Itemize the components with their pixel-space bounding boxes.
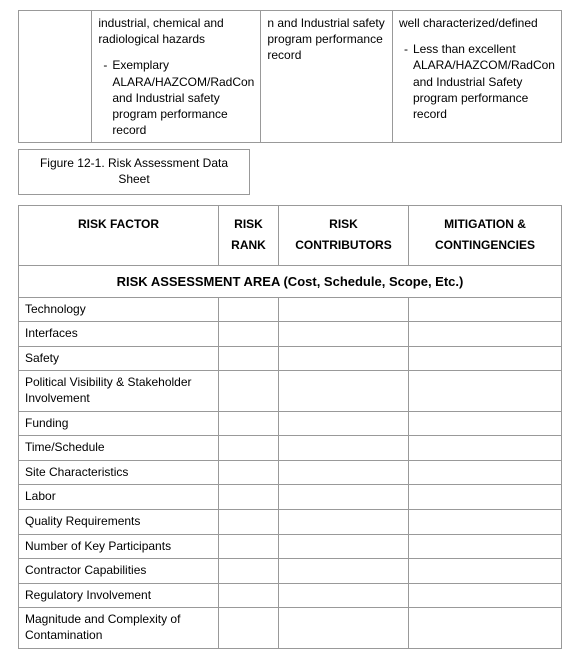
risk-factor-cell: Political Visibility & Stakeholder Invol… — [19, 371, 219, 411]
risk-contributors-cell — [279, 297, 409, 322]
table-row: Site Characteristics — [19, 460, 562, 485]
hazard-col-3: well characterized/defined - Less than e… — [392, 11, 561, 143]
table-row: Safety — [19, 346, 562, 371]
risk-mitigation-cell — [409, 460, 562, 485]
risk-rank-cell — [219, 510, 279, 535]
table-row: Contractor Capabilities — [19, 559, 562, 584]
risk-contributors-cell — [279, 559, 409, 584]
risk-rank-cell — [219, 436, 279, 461]
hazard-col-1-bullet-text: Exemplary ALARA/HAZCOM/RadCon and Indust… — [112, 57, 254, 138]
risk-mitigation-cell — [409, 534, 562, 559]
risk-rank-cell — [219, 460, 279, 485]
table-row: Magnitude and Complexity of Contaminatio… — [19, 608, 562, 648]
table-row: Time/Schedule — [19, 436, 562, 461]
risk-factor-cell: Regulatory Involvement — [19, 583, 219, 608]
col-header-mitigation: MITIGATION & CONTINGENCIES — [409, 205, 562, 265]
risk-factor-cell: Interfaces — [19, 322, 219, 347]
risk-rank-cell — [219, 608, 279, 648]
table-row: Technology — [19, 297, 562, 322]
risk-rank-cell — [219, 559, 279, 584]
risk-contributors-cell — [279, 371, 409, 411]
table-row: Labor — [19, 485, 562, 510]
hazard-col-1: industrial, chemical and radiological ha… — [92, 11, 261, 143]
risk-table-header-row: RISK FACTOR RISK RANK RISK CONTRIBUTORS … — [19, 205, 562, 265]
risk-rank-cell — [219, 346, 279, 371]
risk-mitigation-cell — [409, 411, 562, 436]
risk-contributors-cell — [279, 346, 409, 371]
table-row: Number of Key Participants — [19, 534, 562, 559]
risk-contributors-cell — [279, 510, 409, 535]
risk-factor-cell: Number of Key Participants — [19, 534, 219, 559]
risk-contributors-cell — [279, 460, 409, 485]
table-row: Political Visibility & Stakeholder Invol… — [19, 371, 562, 411]
risk-factor-cell: Site Characteristics — [19, 460, 219, 485]
risk-area-header: RISK ASSESSMENT AREA (Cost, Schedule, Sc… — [19, 265, 562, 297]
risk-mitigation-cell — [409, 510, 562, 535]
risk-assessment-table: RISK ASSESSMENT AREA (Cost, Schedule, Sc… — [18, 205, 562, 649]
risk-contributors-cell — [279, 411, 409, 436]
col-header-risk-rank: RISK RANK — [219, 205, 279, 265]
risk-contributors-cell — [279, 322, 409, 347]
risk-rank-cell — [219, 322, 279, 347]
table-row: Regulatory Involvement — [19, 583, 562, 608]
risk-mitigation-cell — [409, 559, 562, 584]
figure-caption: Figure 12-1. Risk Assessment Data Sheet — [18, 149, 250, 194]
risk-contributors-cell — [279, 608, 409, 648]
risk-rank-cell — [219, 371, 279, 411]
risk-mitigation-cell — [409, 371, 562, 411]
hazard-col-3-line1: well characterized/defined — [399, 15, 555, 31]
hazard-col-3-bullet-text: Less than excellent ALARA/HAZCOM/RadCon … — [413, 41, 555, 122]
hazard-col-1-bullet: - Exemplary ALARA/HAZCOM/RadCon and Indu… — [98, 57, 254, 138]
hazard-col-1-line1: industrial, chemical and radiological ha… — [98, 15, 254, 47]
risk-mitigation-cell — [409, 297, 562, 322]
risk-mitigation-cell — [409, 608, 562, 648]
risk-factor-cell: Quality Requirements — [19, 510, 219, 535]
risk-contributors-cell — [279, 485, 409, 510]
risk-mitigation-cell — [409, 583, 562, 608]
risk-factor-cell: Contractor Capabilities — [19, 559, 219, 584]
dash-icon: - — [98, 57, 112, 138]
risk-rank-cell — [219, 297, 279, 322]
risk-rank-cell — [219, 485, 279, 510]
risk-rank-cell — [219, 534, 279, 559]
risk-factor-cell: Labor — [19, 485, 219, 510]
empty-cell — [19, 11, 92, 143]
risk-rank-cell — [219, 411, 279, 436]
risk-contributors-cell — [279, 534, 409, 559]
risk-factor-cell: Technology — [19, 297, 219, 322]
col-header-risk-factor: RISK FACTOR — [19, 205, 219, 265]
risk-mitigation-cell — [409, 485, 562, 510]
risk-contributors-cell — [279, 436, 409, 461]
risk-factor-cell: Safety — [19, 346, 219, 371]
table-row: Funding — [19, 411, 562, 436]
table-row: Quality Requirements — [19, 510, 562, 535]
col-header-risk-contributors: RISK CONTRIBUTORS — [279, 205, 409, 265]
hazard-col-2-line1: n and Industrial safety program performa… — [267, 15, 386, 64]
hazard-summary-table: industrial, chemical and radiological ha… — [18, 10, 562, 143]
risk-mitigation-cell — [409, 346, 562, 371]
risk-factor-cell: Magnitude and Complexity of Contaminatio… — [19, 608, 219, 648]
risk-rank-cell — [219, 583, 279, 608]
hazard-col-2: n and Industrial safety program performa… — [261, 11, 393, 143]
risk-factor-cell: Funding — [19, 411, 219, 436]
table-row: Interfaces — [19, 322, 562, 347]
risk-mitigation-cell — [409, 436, 562, 461]
risk-factor-cell: Time/Schedule — [19, 436, 219, 461]
hazard-col-3-bullet: - Less than excellent ALARA/HAZCOM/RadCo… — [399, 41, 555, 122]
risk-mitigation-cell — [409, 322, 562, 347]
dash-icon: - — [399, 41, 413, 122]
risk-contributors-cell — [279, 583, 409, 608]
